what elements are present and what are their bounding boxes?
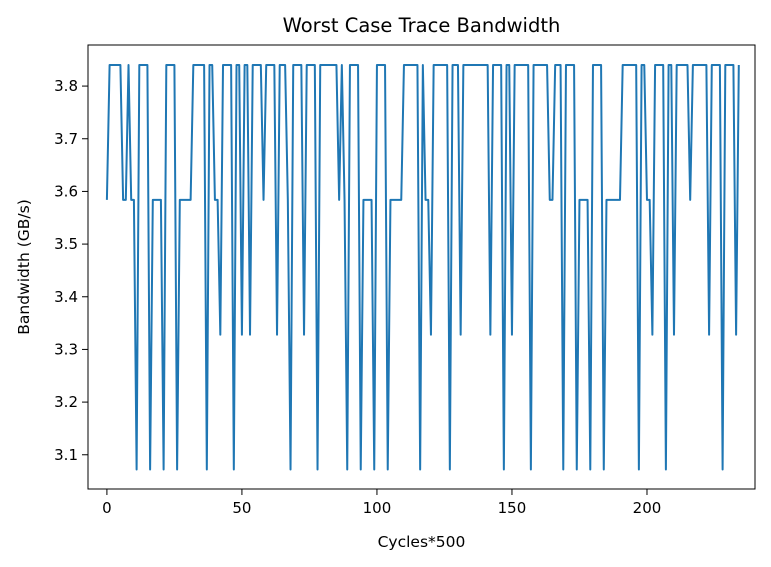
x-axis-label: Cycles*500 (378, 533, 466, 551)
axis-ticks: 0 50 100 150 200 3.1 3.2 3.3 3.4 3.5 3.6 3.7 3.8 (54, 77, 661, 517)
x-tick-label: 200 (633, 499, 662, 517)
y-tick-label: 3.1 (54, 446, 78, 464)
y-tick-label: 3.8 (54, 77, 78, 95)
plot-frame (87, 44, 756, 490)
x-tick-label: 0 (102, 499, 112, 517)
series-line (105, 64, 740, 471)
y-tick-label: 3.3 (54, 340, 78, 358)
y-axis-label: Bandwidth (GB/s) (15, 199, 33, 334)
y-tick-label: 3.4 (54, 288, 78, 306)
y-tick-label: 3.2 (54, 393, 78, 411)
x-tick-label: 100 (363, 499, 392, 517)
y-tick-label: 3.7 (54, 130, 78, 148)
y-tick-label: 3.5 (54, 235, 78, 253)
x-tick-label: 50 (232, 499, 251, 517)
series-line-group (105, 64, 740, 471)
y-tick-label: 3.6 (54, 182, 78, 200)
x-tick-label: 150 (498, 499, 527, 517)
chart-title: Worst Case Trace Bandwidth (283, 14, 561, 37)
